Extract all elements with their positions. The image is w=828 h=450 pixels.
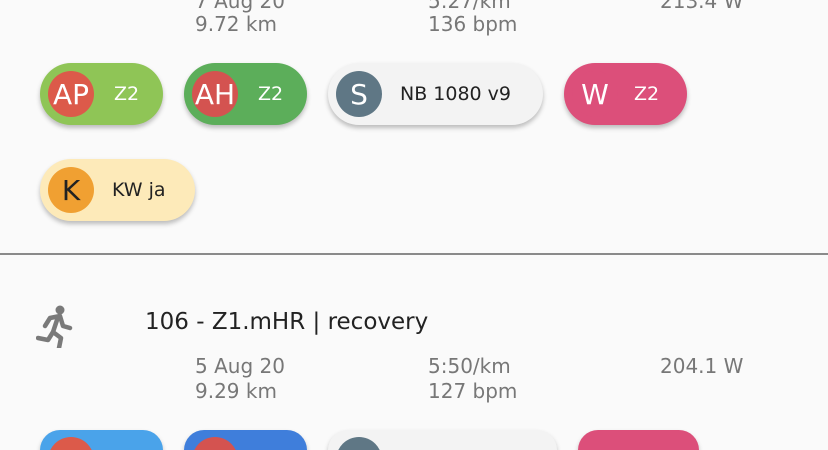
activity-distance: 9.72 km xyxy=(195,12,277,36)
tag-label: NB 1080 v9 xyxy=(400,83,512,105)
activity-power: 204.1 W xyxy=(660,354,744,378)
run-icon xyxy=(36,305,73,348)
tag-chip[interactable] xyxy=(578,430,699,450)
tag-avatar: W xyxy=(572,71,618,117)
tag-avatar xyxy=(336,437,382,450)
activity-date: 5 Aug 20 xyxy=(195,354,285,378)
activity-pace: 5:27/km xyxy=(428,0,511,13)
tag-label: Z2 xyxy=(634,83,660,105)
tag-chip[interactable]: K KW ja xyxy=(40,159,195,221)
tag-chip[interactable] xyxy=(184,430,307,450)
activity-date: 7 Aug 20 xyxy=(195,0,285,13)
tag-chip[interactable] xyxy=(40,430,163,450)
tag-chip[interactable]: AP Z2 xyxy=(40,63,163,125)
tag-chip[interactable]: W Z2 xyxy=(564,63,687,125)
tag-avatar: K xyxy=(48,167,94,213)
activity-heart-rate: 136 bpm xyxy=(428,12,518,36)
tag-avatar: S xyxy=(336,71,382,117)
tag-chip[interactable] xyxy=(328,430,557,450)
tag-label: KW ja xyxy=(112,179,166,201)
activity-heart-rate: 127 bpm xyxy=(428,379,518,403)
tag-avatar xyxy=(48,437,94,450)
tag-chip[interactable]: AH Z2 xyxy=(184,63,307,125)
tag-avatar: AP xyxy=(48,71,94,117)
activity-title[interactable]: 106 - Z1.mHR | recovery xyxy=(145,309,429,335)
tag-avatar xyxy=(192,437,238,450)
activity-power: 213.4 W xyxy=(660,0,744,13)
tag-label: Z2 xyxy=(258,83,284,105)
divider xyxy=(0,253,828,255)
tag-label: Z2 xyxy=(114,83,140,105)
tag-chip[interactable]: S NB 1080 v9 xyxy=(328,63,543,125)
activity-distance: 9.29 km xyxy=(195,379,277,403)
activity-pace: 5:50/km xyxy=(428,354,511,378)
tag-avatar: AH xyxy=(192,71,238,117)
